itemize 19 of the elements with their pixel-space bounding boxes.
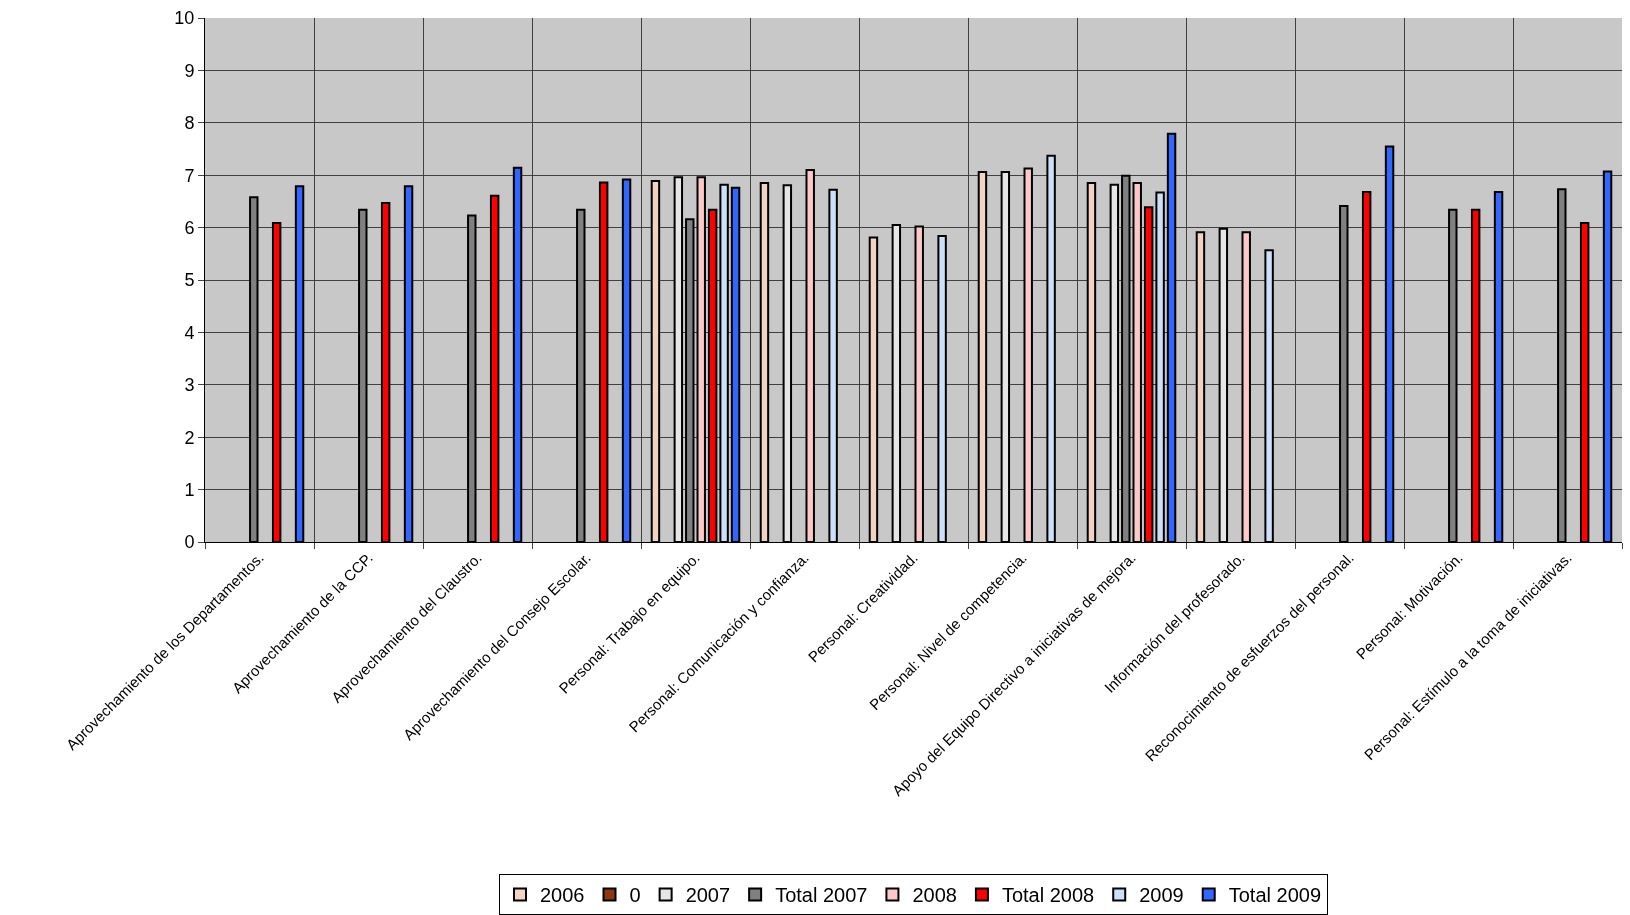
y-tick-label: 2 xyxy=(184,427,195,448)
y-tick-label: 7 xyxy=(184,165,195,186)
legend-label: Total 2009 xyxy=(1228,884,1322,907)
y-tick-label: 9 xyxy=(184,60,195,81)
y-tick-label: 8 xyxy=(184,113,195,134)
legend-label: 2006 xyxy=(540,884,585,907)
y-tick-label: 10 xyxy=(174,8,195,29)
y-tick-label: 5 xyxy=(184,270,195,291)
y-tick-label: 4 xyxy=(184,322,195,343)
legend-label: 2009 xyxy=(1139,884,1184,907)
legend-label: Total 2007 xyxy=(775,884,868,907)
legend-label: 2007 xyxy=(685,884,731,907)
legend-label: 2008 xyxy=(912,884,957,907)
y-tick-label: 6 xyxy=(184,217,195,238)
legend-label: Total 2008 xyxy=(1001,884,1095,907)
y-tick-label: 1 xyxy=(184,479,195,500)
legend-label: 0 xyxy=(629,884,641,907)
y-tick-label: 0 xyxy=(184,532,195,553)
y-tick-label: 3 xyxy=(184,375,195,396)
